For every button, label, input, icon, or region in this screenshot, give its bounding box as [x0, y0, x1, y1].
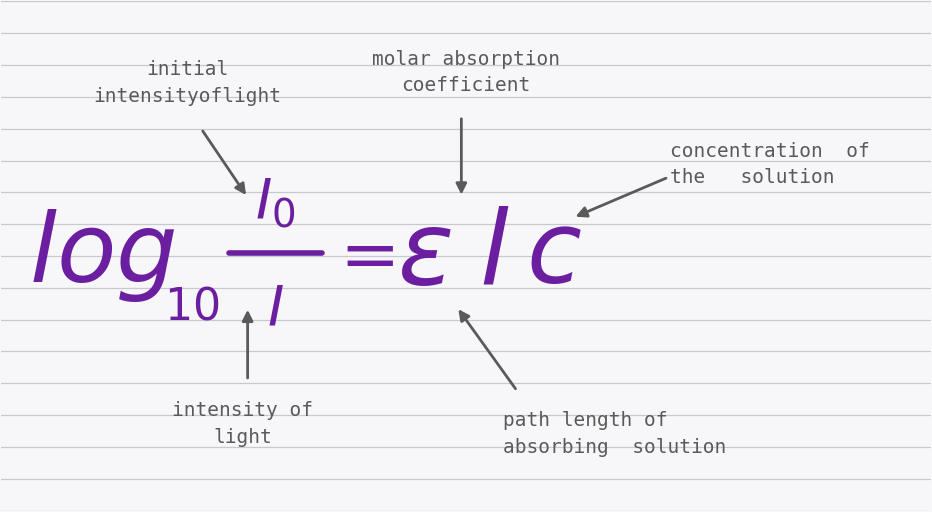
Text: initial
intensityoflight: initial intensityoflight: [93, 60, 281, 105]
Text: $\varepsilon$: $\varepsilon$: [397, 205, 451, 307]
Text: path length of
absorbing  solution: path length of absorbing solution: [503, 412, 726, 457]
Text: $I$: $I$: [267, 283, 284, 336]
Text: $10$: $10$: [164, 285, 220, 328]
Text: concentration  of
the   solution: concentration of the solution: [670, 142, 870, 187]
Text: $c$: $c$: [527, 207, 582, 305]
Text: $=$: $=$: [324, 222, 393, 290]
Text: $l$: $l$: [479, 205, 509, 307]
Text: intensity of
light: intensity of light: [172, 401, 313, 447]
Text: molar absorption
coefficient: molar absorption coefficient: [372, 50, 560, 95]
Text: $I_0$: $I_0$: [255, 176, 295, 229]
Text: $log$: $log$: [29, 207, 176, 305]
